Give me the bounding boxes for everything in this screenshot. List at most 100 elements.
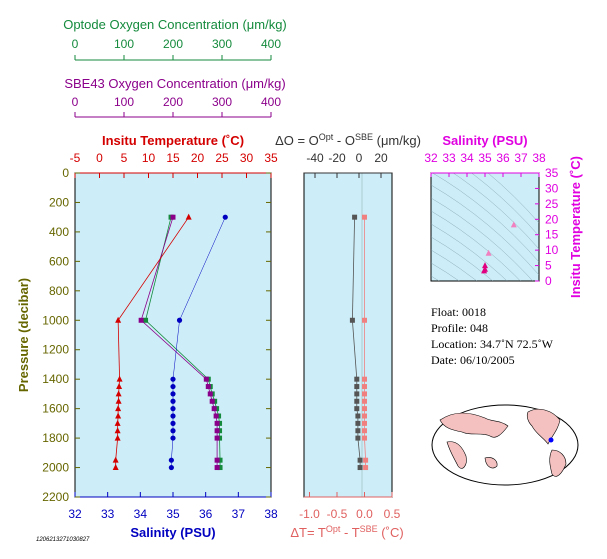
salinity-series-point xyxy=(176,317,183,323)
delta-t-series-point xyxy=(363,457,369,463)
profile-number: Profile: 048 xyxy=(431,321,488,335)
pressure-tick-label: 1000 xyxy=(42,313,69,327)
temperature-series-point xyxy=(112,464,119,471)
float-id: Float: 0018 xyxy=(431,305,486,319)
delta-o-axis-tick-label: -40 xyxy=(306,151,324,165)
delta-t-series-point xyxy=(363,465,369,471)
pressure-tick-label: 1800 xyxy=(42,431,69,445)
delta-t-series-point xyxy=(362,420,367,426)
temperature-series-point xyxy=(114,419,121,426)
pressure-tick-label: 1200 xyxy=(42,343,69,357)
salinity-series-point xyxy=(170,420,176,426)
delta-o-axis-tick-label: 20 xyxy=(374,151,388,165)
salinity-axis-tick-label: 36 xyxy=(199,507,213,521)
temperature-axis-label: Insitu Temperature (˚C) xyxy=(102,133,244,148)
pressure-tick-label: 400 xyxy=(49,225,69,239)
temperature-axis-tick-label: 25 xyxy=(215,151,229,165)
sbe43-axis-tick-label: 400 xyxy=(261,95,281,109)
ts-temperature-tick-label: 15 xyxy=(545,228,559,242)
delta-o-series-point xyxy=(355,428,361,434)
sbe43-series-point xyxy=(138,317,144,323)
delta-t-axis-tick-label: 0.5 xyxy=(384,507,401,521)
pressure-tick-label: 1400 xyxy=(42,372,69,386)
salinity-series-point xyxy=(170,391,176,397)
sbe43-series-point xyxy=(214,435,220,441)
ts-temperature-tick-label: 20 xyxy=(545,212,559,226)
optode-axis-tick-label: 400 xyxy=(261,37,281,51)
ts-point xyxy=(481,267,488,274)
ts-density-contour xyxy=(432,173,539,263)
ts-temperature-tick-label: 0 xyxy=(545,274,552,288)
optode-axis: Optode Oxygen Concentration (μm/kg) 0 100… xyxy=(63,17,287,61)
temperature-series-point xyxy=(115,397,122,404)
ts-density-contour xyxy=(431,236,493,281)
delta-o-axis-tick-label: 0 xyxy=(356,151,363,165)
ts-temperature-tick-label: 35 xyxy=(545,166,559,180)
sbe43-series-point xyxy=(214,457,220,463)
ts-salinity-tick-label: 35 xyxy=(478,151,492,165)
ts-density-contour xyxy=(431,184,539,276)
sbe43-axis-tick-label: 200 xyxy=(163,95,183,109)
delta-t-axis-tick-label: -1.0 xyxy=(299,507,320,521)
delta-t-series-point xyxy=(362,428,367,434)
ts-temperature-label: Insitu Temperature (˚C) xyxy=(568,156,583,298)
salinity-axis-label: Salinity (PSU) xyxy=(130,525,215,540)
map-africa xyxy=(446,441,467,469)
ts-density-contour xyxy=(471,173,539,237)
ts-temperature-tick-label: 10 xyxy=(545,243,559,257)
sbe43-series-point xyxy=(211,406,217,412)
sbe43-series-point xyxy=(205,384,211,390)
salinity-series-point xyxy=(170,383,176,390)
delta-t-series-point xyxy=(362,391,367,397)
delta-t-axis-label: ΔT= TOpt - TSBE (˚C) xyxy=(290,524,403,540)
ts-point xyxy=(510,221,517,228)
world-map xyxy=(431,404,579,486)
sbe43-series-point xyxy=(214,465,220,471)
temperature-axis-tick-label: 0 xyxy=(96,151,103,165)
sbe43-axis-tick-label: 100 xyxy=(114,95,134,109)
ts-salinity-tick-label: 38 xyxy=(532,151,546,165)
temperature-series-point xyxy=(115,390,122,397)
sbe43-axis: SBE43 Oxygen Concentration (μm/kg) 0 100 2… xyxy=(64,76,286,118)
delta-t-series-point xyxy=(362,398,367,404)
ts-point xyxy=(485,249,492,256)
temperature-series-point xyxy=(114,434,121,441)
temperature-series-point xyxy=(114,427,121,434)
salinity-series-point xyxy=(168,457,174,463)
optode-series-point xyxy=(217,465,223,471)
delta-o-series-point xyxy=(352,214,358,220)
delta-t-series-point xyxy=(362,435,367,441)
delta-o-series-point xyxy=(357,457,363,463)
salinity-series-point xyxy=(170,413,176,419)
pressure-tick-label: 200 xyxy=(49,195,69,209)
map-south-america xyxy=(549,449,567,477)
optode-axis-tick-label: 200 xyxy=(163,37,183,51)
temperature-series-point xyxy=(115,412,122,419)
delta-o-series-point xyxy=(354,406,360,412)
optode-axis-tick-label: 0 xyxy=(72,37,79,51)
ts-point xyxy=(482,262,488,269)
temperature-axis-tick-label: 10 xyxy=(142,151,156,165)
location: Location: 34.7˚N 72.5˚W xyxy=(431,337,554,351)
temperature-series-point xyxy=(115,316,122,323)
temperature-axis-tick-label: 15 xyxy=(166,151,180,165)
footer-id: 1206213271030827 xyxy=(36,537,90,543)
delta-o-series-point xyxy=(354,391,360,397)
salinity-axis-tick-label: 35 xyxy=(166,507,180,521)
ts-temperature-tick-label: 30 xyxy=(545,181,559,195)
delta-t-series-point xyxy=(362,214,367,220)
salinity-axis-tick-label: 33 xyxy=(101,507,115,521)
delta-t-series-point xyxy=(362,317,367,323)
pressure-tick-label: 0 xyxy=(62,166,69,180)
ts-density-contour xyxy=(431,249,478,281)
pressure-tick-label: 1600 xyxy=(42,402,69,416)
temperature-axis-tick-label: 35 xyxy=(264,151,278,165)
temperature-axis-tick-label: 5 xyxy=(121,151,128,165)
profile-panel xyxy=(74,172,272,498)
sbe43-axis-label: SBE43 Oxygen Concentration (μm/kg) xyxy=(64,76,285,91)
ts-density-contour xyxy=(431,223,508,281)
float-info: Float: 0018 Profile: 048 Location: 34.7˚… xyxy=(431,305,554,367)
temperature-series-point xyxy=(112,456,119,463)
map-north-america xyxy=(526,408,561,445)
optode-axis-tick-label: 300 xyxy=(212,37,232,51)
